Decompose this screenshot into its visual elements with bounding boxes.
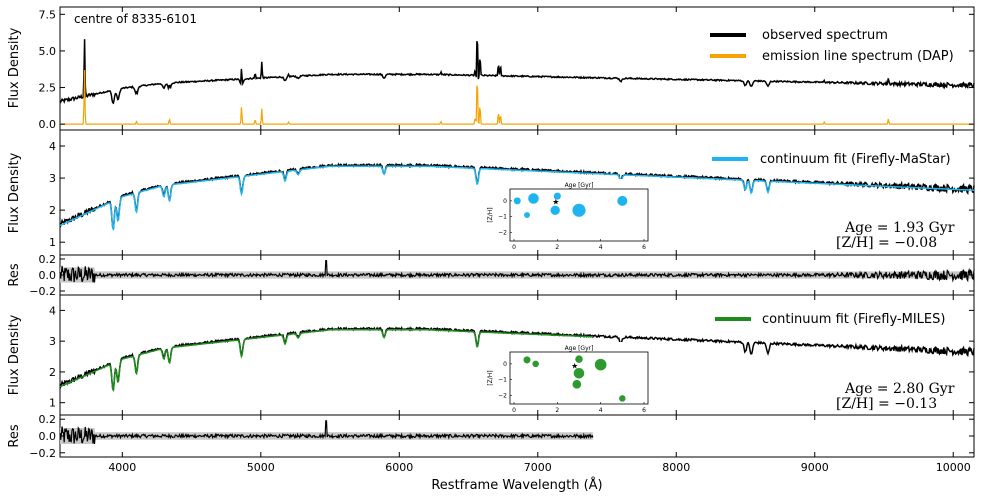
inset-x-tick-label: 2 [555,244,559,251]
inset-x-tick-label: 6 [642,244,646,251]
x-tick-label: 5000 [247,461,275,474]
y-tick-label: −0.2 [29,447,56,460]
x-tick-label: 9000 [801,461,829,474]
mastar-fit-line [59,165,975,232]
y-tick-label: 7.5 [39,8,57,21]
residual-line [59,420,594,444]
y-tick-label: 4 [49,304,56,317]
emission-line-spectrum-line [60,69,974,125]
inset-weight-point [619,395,626,402]
inset-y-tick-label: 0 [503,198,507,205]
y-tick-label: −0.2 [29,285,56,298]
inset-y-label: [Z/H] [487,207,494,222]
miles-fit-line [59,329,594,393]
inset-y-tick-label: −2 [498,229,507,236]
inset-weight-point [532,360,539,368]
y-tick-label: 0.0 [39,430,57,443]
inset-weight-point [572,379,582,389]
y-tick-label: 0.2 [39,413,57,426]
y-tick-label: 4 [49,140,56,153]
inset-weight-point [573,367,585,379]
metallicity-annotation-miles: [Z/H] = −0.13 [836,396,937,412]
inset-x-label: Age [Gyr] [565,182,594,189]
y-tick-label: 5.0 [39,45,57,58]
inset-weight-point [523,356,531,364]
panel-residual-miles: 0.2 0.0 −0.2 Res [7,413,975,460]
metallicity-annotation-mastar: [Z/H] = −0.08 [836,235,937,251]
panel-observed-spectrum: 0.0 2.5 5.0 7.5 centre of 8335-6101 observe… [7,6,975,131]
y-tick-label: 0.2 [39,253,57,266]
y-axis-label: Flux Density [7,27,22,108]
inset-background [482,179,660,257]
age-annotation-mastar: Age = 1.93 Gyr [844,220,955,236]
x-tick-label: 4000 [108,461,136,474]
inset-frame [509,351,649,405]
inset-x-tick-label: 6 [642,407,646,414]
panel-mastar-fit: 1 2 3 4 continuum fit (Firefly-MaStar) Age … [7,129,975,257]
inset-weight-point [575,355,583,363]
inset-mean-star: ★ [571,361,578,370]
x-axis: 4000 5000 6000 7000 8000 9000 10000 [108,7,971,474]
y-tick-label: 1 [49,397,56,410]
y-axis-label: Res [7,263,22,286]
inset-x-tick-label: 0 [512,407,516,414]
inset-background [482,342,660,420]
inset-y-tick-label: 0 [503,361,507,368]
y-tick-label: 2.5 [39,82,57,95]
x-tick-label: 7000 [524,461,552,474]
residual-error-band [60,428,593,444]
inset-weight-point [572,203,586,217]
inset-weight-point [528,193,539,204]
inset-weight-point [594,358,607,371]
inset-frame [509,188,649,242]
inset-x-label: Age [Gyr] [565,345,594,352]
panel-frame [59,6,975,131]
inset-mean-star: ★ [552,198,559,207]
inset-weight-point [553,192,561,200]
y-tick-label: 0.0 [39,269,57,282]
x-tick-label: 8000 [662,461,690,474]
inset-y-label: [Z/H] [487,370,494,385]
y-axis-label: Res [7,424,22,447]
y-tick-label: 0.0 [39,118,57,131]
inset-y-tick-label: −1 [498,214,507,221]
residual-line [59,260,975,283]
inset-weight-point [550,205,560,215]
inset-age-metallicity-miles: ★ Age [Gyr] [Z/H] 0 2 4 6 0 −1 −2 [482,342,660,420]
inset-age-metallicity-mastar: ★ Age [Gyr] [Z/H] 0 2 4 6 0 −1 −2 [482,179,660,257]
y-axis-label: Flux Density [7,314,22,395]
x-tick-label: 6000 [385,461,413,474]
y-tick-label: 3 [49,172,56,185]
inset-weight-point [524,212,530,218]
inset-x-tick-label: 4 [599,244,603,251]
legend-label-observed: observed spectrum [762,28,888,43]
inset-y-tick-label: −2 [498,392,507,399]
y-axis-label: Flux Density [7,152,22,233]
inset-x-tick-label: 2 [555,407,559,414]
panel-title: centre of 8335-6101 [74,12,197,26]
x-tick-label: 10000 [936,461,971,474]
panel-residual-mastar: 0.2 0.0 −0.2 Res [7,253,975,298]
legend-label-miles: continuum fit (Firefly-MILES) [762,312,945,327]
y-tick-label: 1 [49,236,56,249]
observed-spectrum-line [59,39,975,105]
legend-label-mastar: continuum fit (Firefly-MaStar) [760,152,951,167]
inset-x-tick-label: 4 [599,407,603,414]
y-tick-label: 2 [49,366,56,379]
inset-x-tick-label: 0 [512,244,516,251]
x-axis-label: Restframe Wavelength (Å) [431,477,602,493]
inset-weight-point [513,197,521,205]
legend-label-emission: emission line spectrum (DAP) [762,49,954,64]
y-tick-label: 3 [49,335,56,348]
inset-weight-point [617,195,628,206]
inset-y-tick-label: −1 [498,377,507,384]
y-tick-label: 2 [49,204,56,217]
panel-miles-fit: 1 2 3 4 continuum fit (Firefly-MILES) Age =… [7,294,975,420]
age-annotation-miles: Age = 2.80 Gyr [844,381,955,397]
